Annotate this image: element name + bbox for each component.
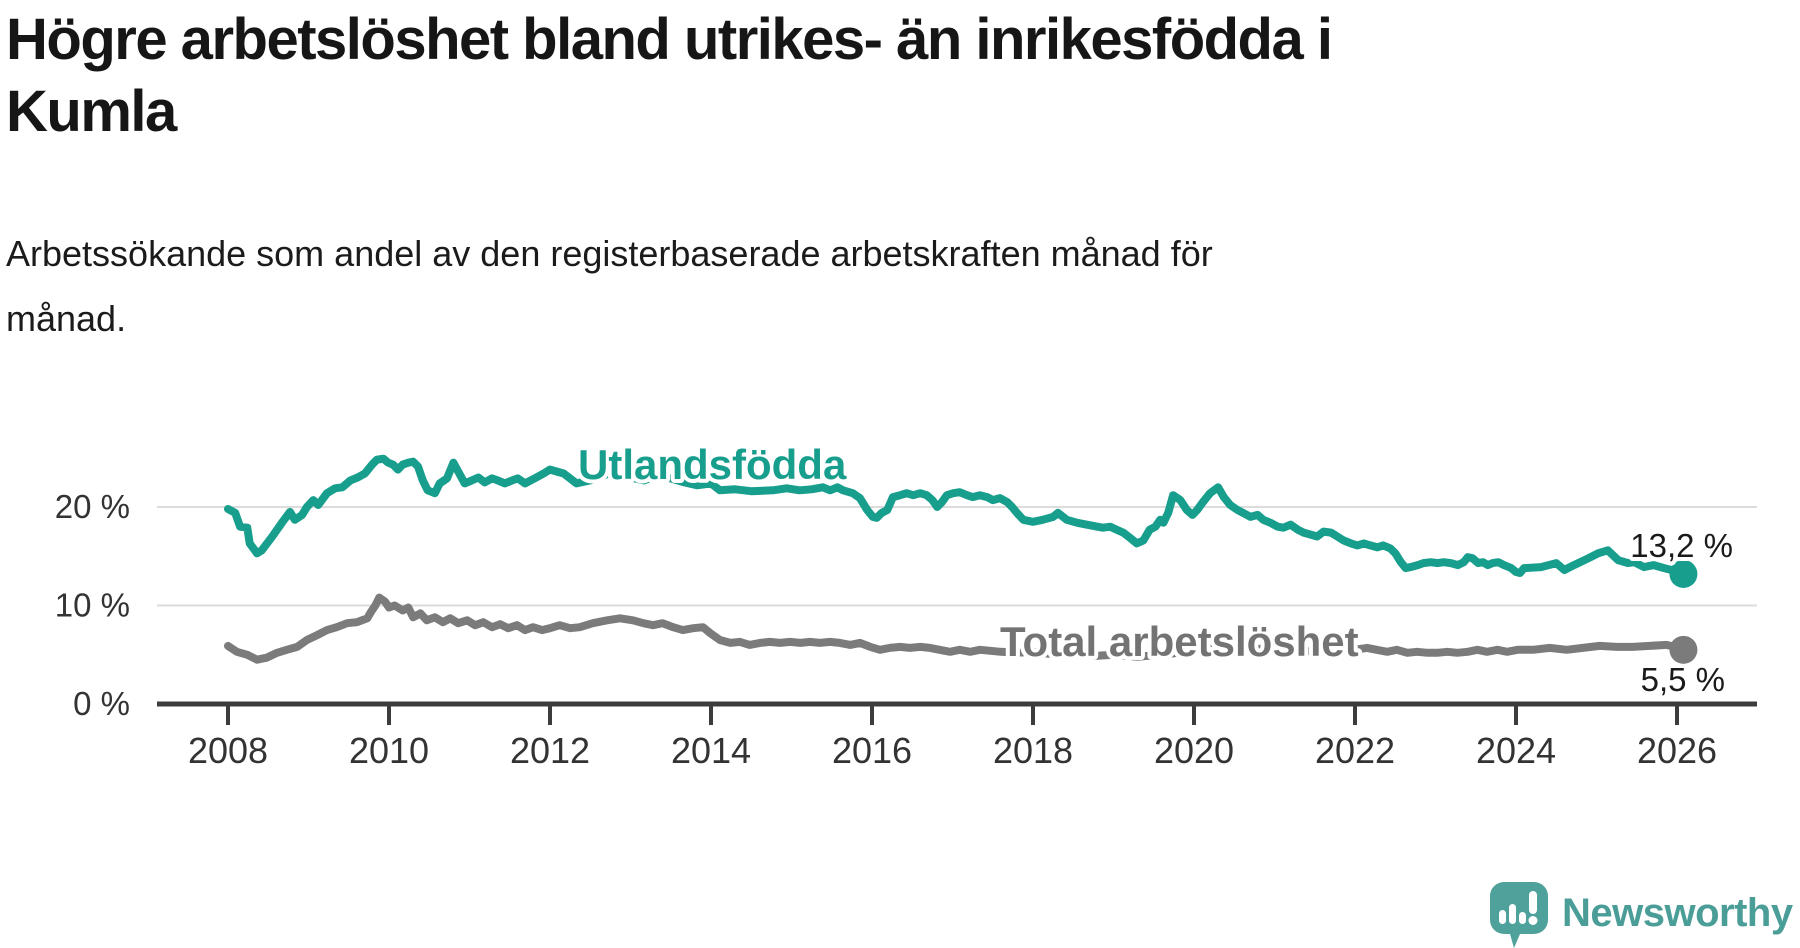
chart-subtitle: Arbetssökande som andel av den registerb… xyxy=(6,222,1766,352)
bar-3 xyxy=(1519,912,1526,924)
x-tick-label-2024: 2024 xyxy=(1476,730,1556,771)
series-line-utlandsf-dda xyxy=(224,454,1688,578)
series-end-dot-utlandsf-dda xyxy=(1669,559,1698,588)
exclamation-bar xyxy=(1529,891,1537,914)
newsworthy-logo: Newsworthy xyxy=(1488,882,1793,948)
x-tick-label-2012: 2012 xyxy=(510,730,590,771)
y-tick-label-10-percent: 10 % xyxy=(55,587,130,624)
x-tick-label-2014: 2014 xyxy=(671,730,751,771)
y-tick-label-20-percent: 20 % xyxy=(55,488,130,525)
chart-subtitle-line-2: månad. xyxy=(6,297,127,339)
series-label-utlandsf-dda: Utlandsfödda xyxy=(578,441,847,488)
x-tick-label-2010: 2010 xyxy=(349,730,429,771)
end-value-label-total-arbetsl-shet: 5,5 % xyxy=(1641,661,1725,698)
chart-subtitle-line-1: Arbetssökande som andel av den registerb… xyxy=(6,233,1213,274)
series-end-dot-total-arbetsl-shet xyxy=(1669,635,1698,664)
y-tick-label-0-percent: 0 % xyxy=(73,685,130,722)
series-line-total-arbetsl-shet xyxy=(224,593,1688,664)
x-tick-label-2016: 2016 xyxy=(832,730,912,771)
speech-bubble-shape xyxy=(1490,882,1548,948)
exclamation-dot xyxy=(1528,916,1538,925)
end-value-label-utlandsf-dda: 13,2 % xyxy=(1630,527,1733,564)
x-tick-label-2018: 2018 xyxy=(993,730,1073,771)
series-label-total-arbetsl-shet: Total arbetslöshet xyxy=(1000,618,1359,665)
newsworthy-logo-text: Newsworthy xyxy=(1562,891,1793,935)
page-title: Högre arbetslöshet bland utrikes- än inr… xyxy=(6,4,1766,148)
newsworthy-logo-icon xyxy=(1490,882,1548,948)
bar-2 xyxy=(1509,904,1516,924)
x-tick-label-2008: 2008 xyxy=(188,730,268,771)
bar-1 xyxy=(1499,910,1506,924)
page-title-line-1: Högre arbetslöshet bland utrikes- än inr… xyxy=(6,7,1333,72)
x-tick-label-2020: 2020 xyxy=(1154,730,1234,771)
page-title-line-2: Kumla xyxy=(6,78,177,144)
x-tick-label-2026: 2026 xyxy=(1637,730,1717,771)
x-tick-label-2022: 2022 xyxy=(1315,730,1395,771)
